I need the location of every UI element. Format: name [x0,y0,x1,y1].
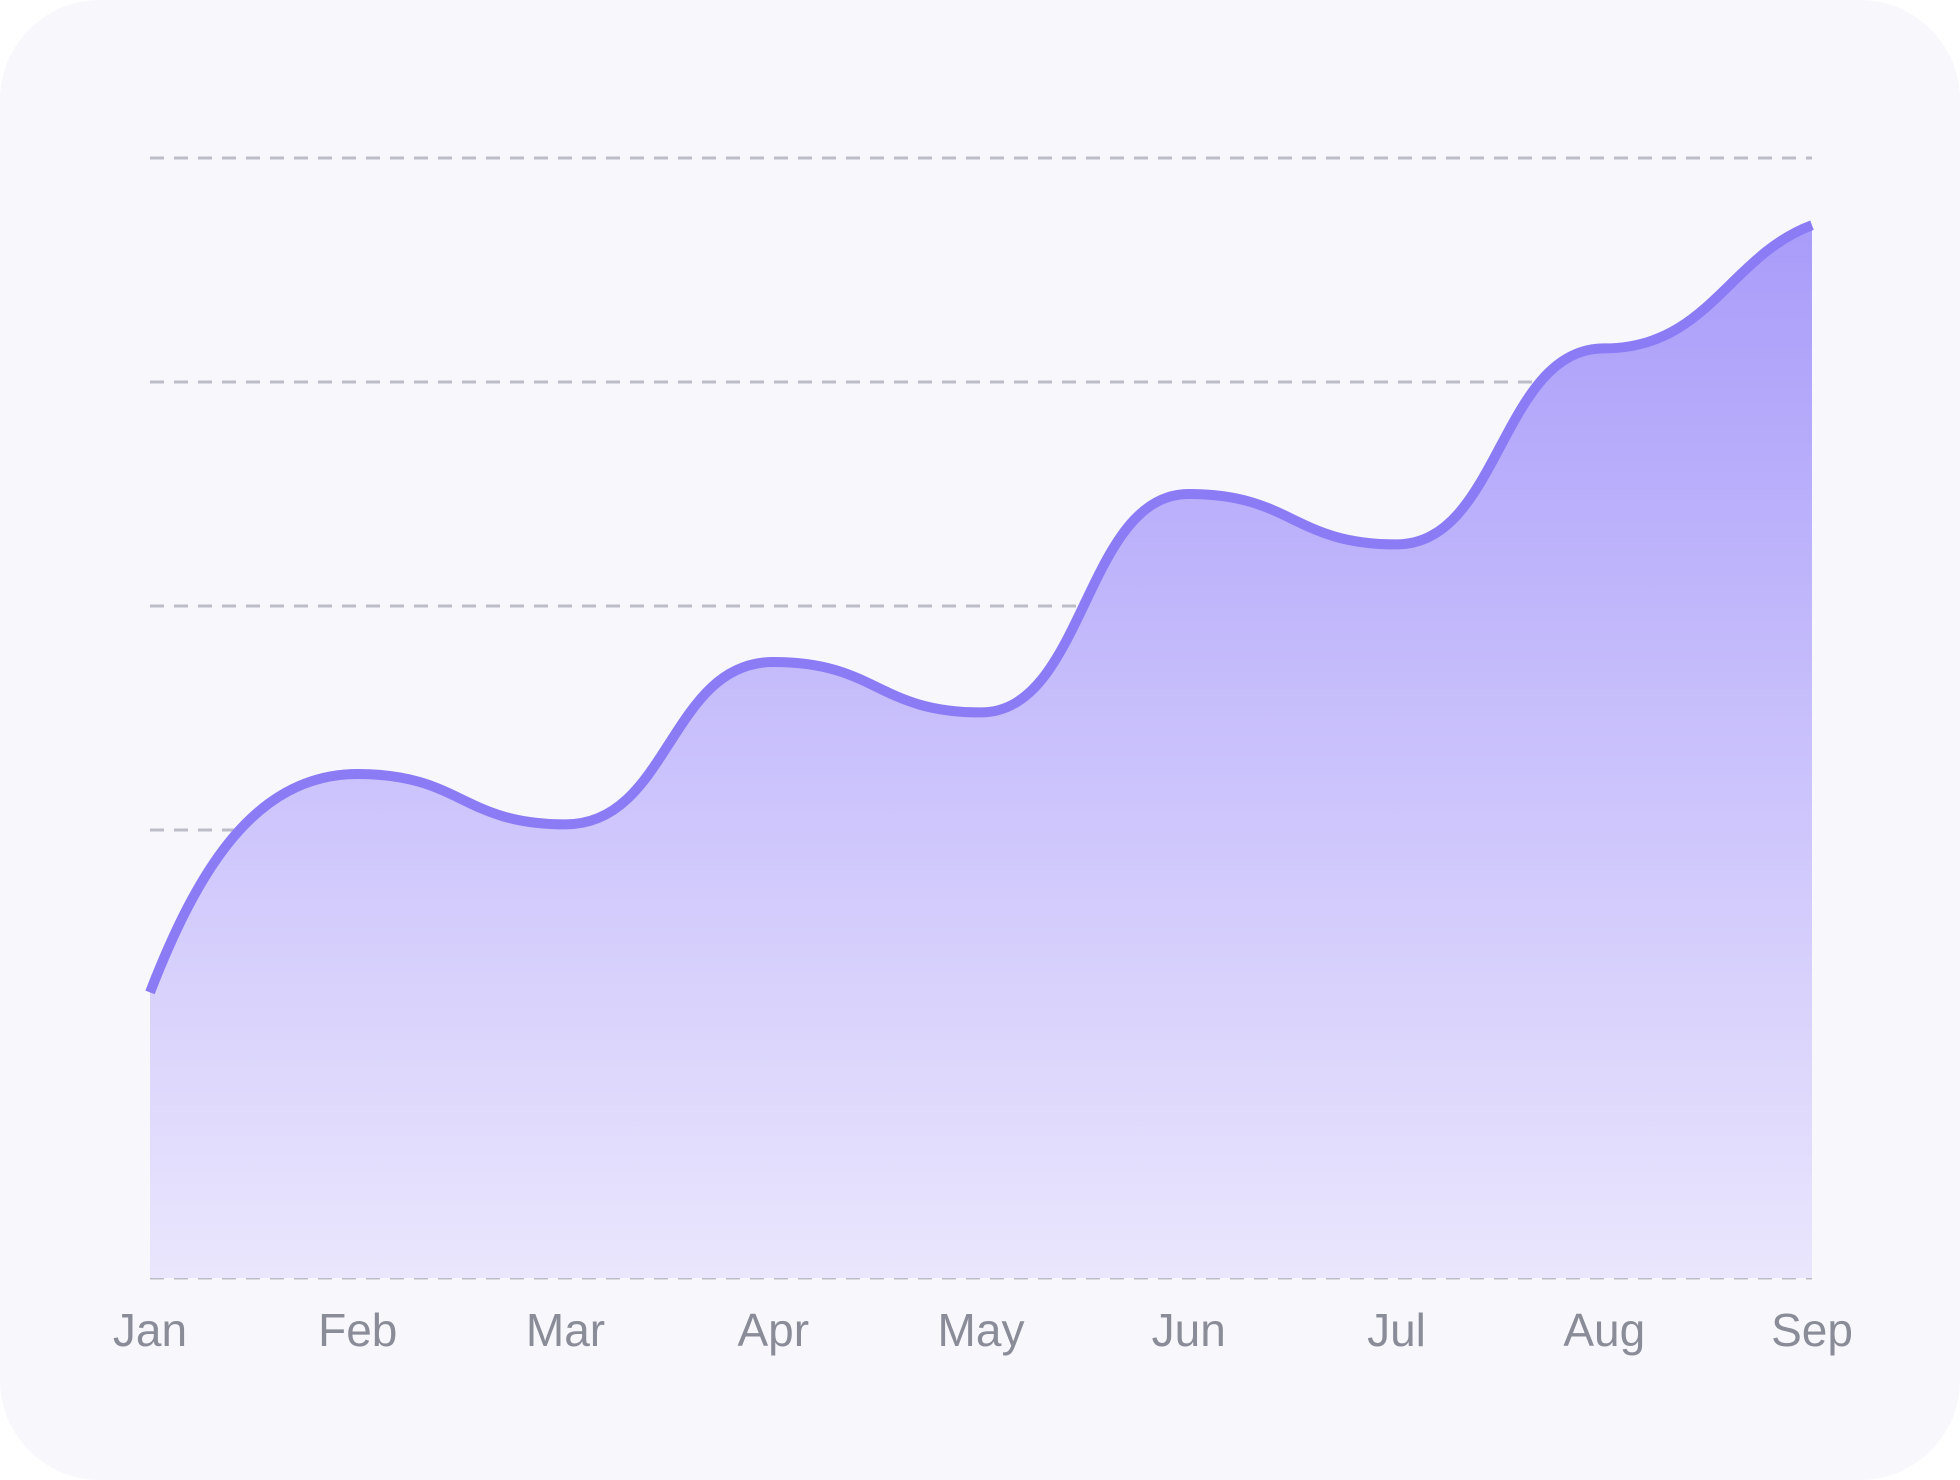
x-tick-label-sep: Sep [1771,1304,1853,1356]
x-tick-label-mar: Mar [526,1304,605,1356]
x-tick-label-aug: Aug [1563,1304,1645,1356]
series-area [150,225,1812,1279]
series-line [145,220,1814,995]
x-tick-label-feb: Feb [318,1304,397,1356]
x-tick-label-jul: Jul [1367,1304,1426,1356]
x-tick-label-jun: Jun [1152,1304,1226,1356]
x-axis-tick-labels: Jan Feb Mar Apr May Jun Jul Aug Sep [113,1304,1853,1356]
x-tick-label-apr: Apr [737,1304,809,1356]
x-tick-label-may: May [938,1304,1025,1356]
x-tick-label-jan: Jan [113,1304,187,1356]
